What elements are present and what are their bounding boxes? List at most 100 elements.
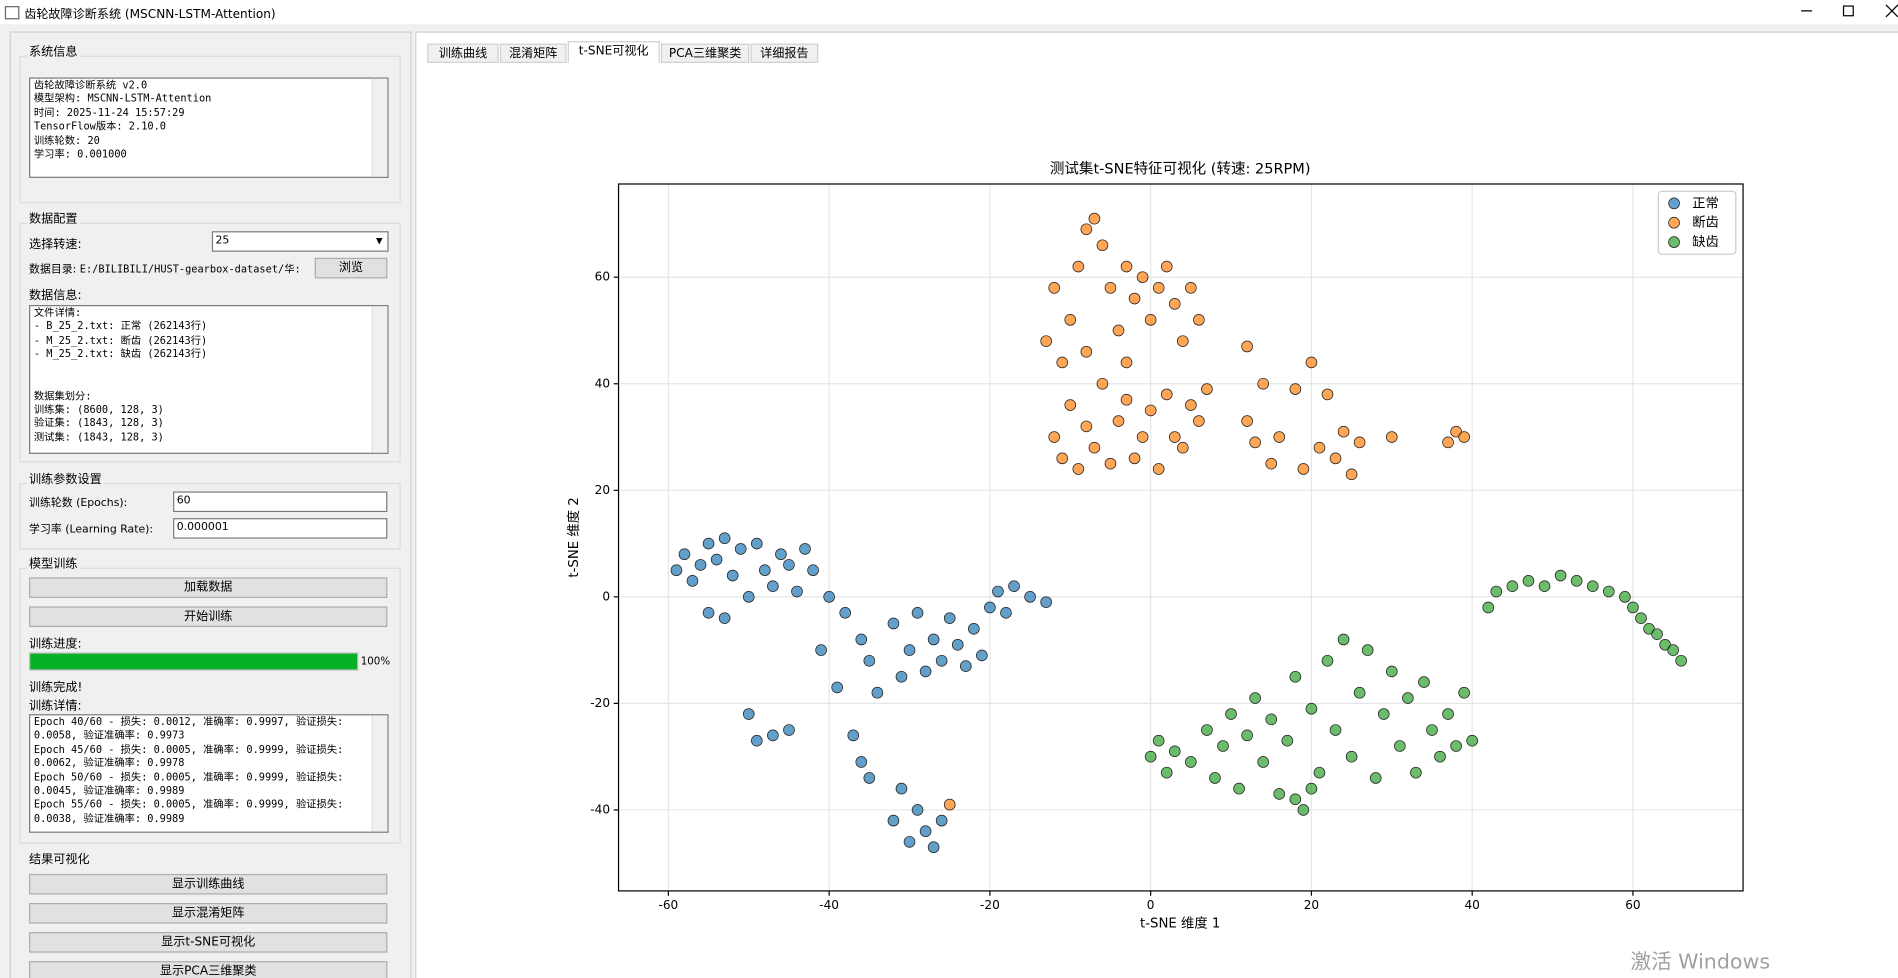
scatter-point [1120,260,1133,273]
scatter-point [1257,756,1270,768]
scrollbar[interactable] [371,306,388,453]
scatter-point [1072,260,1085,273]
label: 学习率 (Learning Rate): [29,524,154,537]
y-tick-label: 60 [595,270,610,284]
scatter-point [1080,420,1093,433]
button[interactable]: 浏览 [314,257,388,279]
spin-box[interactable]: 0.000001 [173,518,388,539]
scatter-point [1201,383,1213,395]
scatter-point [742,591,755,603]
scatter-point [1168,745,1181,758]
x-tick-label: -40 [819,898,839,912]
button[interactable]: 显示混淆矩阵 [29,903,388,924]
scatter-point [1088,441,1101,454]
scatter-point [750,537,763,550]
scatter-point [895,782,908,795]
button[interactable]: 显示PCA三维聚类 [29,961,388,978]
text-line: 数据集划分: [33,390,92,403]
scatter-point [1112,324,1125,337]
scatter-point [1458,686,1470,699]
scatter-point [935,654,948,667]
scatter-point [1088,212,1101,225]
scatter-point [1297,804,1310,816]
group-title: 结果可视化 [26,848,92,867]
scatter-point [1458,431,1470,443]
scatter-point [959,660,972,672]
scatter-point [935,814,948,827]
tab[interactable]: PCA三维聚类 [660,43,750,63]
label: 数据目录: E:/BILIBILI/HUST-gearbox-dataset/华… [29,260,312,276]
progress-track [29,652,359,671]
combo-box[interactable]: 25 ▼ [211,231,389,252]
scatter-point [1418,676,1430,688]
text-line: Epoch 55/60 - 损失: 0.0005, 准确率: 0.9999, 验… [33,799,344,812]
text-box[interactable]: 齿轮故障诊断系统 v2.0 模型架构: MSCNN-LSTM-Attention 时… [29,77,389,178]
plot-frame [617,183,1744,892]
scatter-point [783,559,795,571]
watermark: 激活 Windows [1630,950,1771,975]
scatter-point [1144,750,1157,763]
scatter-point [1241,729,1253,742]
scatter-point [1289,383,1302,395]
y-tick-label: 0 [602,589,610,603]
label: 数据目录: [29,263,77,276]
button[interactable]: 显示t-SNE可视化 [29,932,388,953]
y-tick-label: 20 [595,483,610,497]
label: 训练进度: [29,637,82,652]
spin-box[interactable]: 60 [173,491,388,513]
scatter-point [759,564,771,577]
scatter-point [1072,463,1085,475]
scatter-point [791,585,803,598]
scatter-point [734,543,747,555]
chart-title: 测试集t-SNE特征可视化 (转速: 25RPM) [1050,160,1311,177]
scatter-point [1442,436,1454,449]
scatter-point [1160,260,1173,273]
legend-marker [1668,236,1680,248]
window-controls[interactable] [1779,0,1898,24]
scatter-point [911,607,924,619]
scatter-point [1193,415,1205,427]
text-box[interactable]: 文件详情: - B_25_2.txt: 正常 (262143行) - M_25_2.… [29,305,389,454]
tab[interactable]: t-SNE可视化 [567,41,660,63]
tab[interactable]: 训练曲线 [427,43,499,63]
scatter-point [1522,575,1535,587]
scatter-point [702,537,715,550]
scatter-point [1136,271,1149,284]
left-panel [9,31,412,978]
group-title: 模型训练 [26,553,80,572]
text-line: Epoch 50/60 - 损失: 0.0005, 准确率: 0.9999, 验… [33,771,344,784]
text-line: 测试集: (1843, 128, 3) [33,431,164,445]
scatter-point [1506,580,1519,592]
group-box [19,222,401,463]
y-tick-label: -20 [590,696,610,710]
scatter-point [1225,708,1237,720]
scatter-point [1096,239,1109,252]
scatter-point [903,644,916,656]
right-panel [415,31,1898,978]
scrollbar[interactable] [371,78,388,177]
scatter-point [1643,622,1655,635]
progress-label: 100% [360,656,391,669]
legend-label: 正常 [1692,195,1719,211]
scatter-point [1144,404,1157,417]
button[interactable]: 开始训练 [29,606,388,628]
scatter-point [1305,782,1318,795]
text-line: 时间: 2025-11-24 15:57:29 [33,107,185,120]
button[interactable]: 显示训练曲线 [29,873,388,895]
x-tick-label: 0 [1147,898,1155,912]
scatter-point [1345,750,1358,763]
scatter-point [1273,431,1286,443]
scatter-point [1168,298,1181,310]
scatter-point [1185,756,1197,768]
text-box[interactable]: Epoch 40/60 - 损失: 0.0012, 准确率: 0.9997, 验… [29,714,389,833]
progress-bar [30,653,358,670]
scatter-point [919,665,932,678]
tab[interactable]: 详细报告 [750,43,819,63]
scatter-point [927,841,940,854]
group-box [19,55,401,204]
scatter-point [1209,772,1221,784]
button[interactable]: 加载数据 [29,577,388,598]
tab[interactable]: 混淆矩阵 [499,43,567,63]
scrollbar[interactable] [371,715,388,832]
